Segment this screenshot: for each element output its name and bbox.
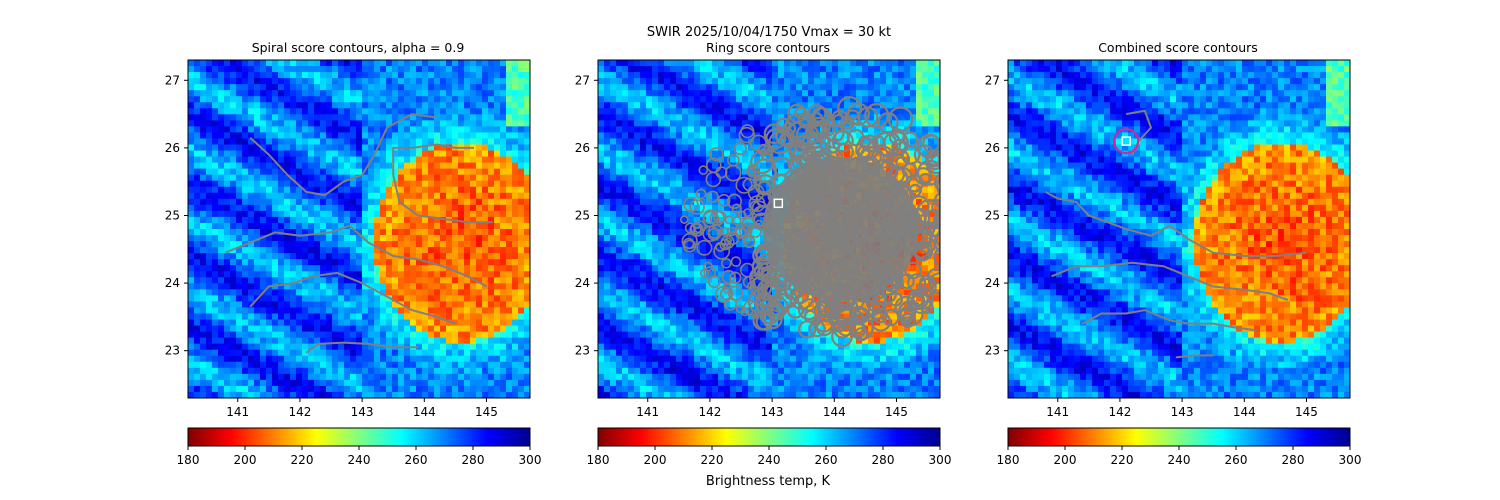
- y-tick-label-spiral: 27: [165, 73, 180, 87]
- colorbar-tick-label-ring: 260: [815, 453, 838, 467]
- contour-combined-3: [1082, 309, 1257, 332]
- y-tick-label-spiral: 25: [165, 208, 180, 222]
- colorbar-tick-label-ring: 280: [872, 453, 895, 467]
- y-tick-label-ring: 24: [575, 276, 590, 290]
- colorbar-tick-label-combined: 180: [997, 453, 1020, 467]
- x-tick-label-ring: 142: [698, 405, 721, 419]
- colorbar-tick-label-spiral: 280: [462, 453, 485, 467]
- x-tick-label-combined: 141: [1046, 405, 1069, 419]
- y-tick-label-combined: 24: [985, 276, 1000, 290]
- center-circle-combined: [1113, 128, 1140, 155]
- center-marker-ring: [773, 198, 784, 209]
- contour-combined-1: [1044, 190, 1307, 257]
- colorbar-tick-label-combined: 260: [1225, 453, 1248, 467]
- colorbar-tick-label-spiral: 300: [519, 453, 542, 467]
- heatmap-image-ring: [598, 60, 940, 398]
- colorbar-tick-label-ring: 220: [701, 453, 724, 467]
- colorbar-tick-label-ring: 180: [587, 453, 610, 467]
- x-tick-label-combined: 145: [1295, 405, 1318, 419]
- y-tick-label-spiral: 24: [165, 276, 180, 290]
- colorbar-tick-label-spiral: 180: [177, 453, 200, 467]
- colorbar-tick-label-combined: 280: [1282, 453, 1305, 467]
- colorbar-spiral: [187, 427, 531, 447]
- colorbar-tick-label-combined: 240: [1168, 453, 1191, 467]
- suptitle: SWIR 2025/10/04/1750 Vmax = 30 kt: [647, 25, 891, 40]
- x-tick-label-combined: 142: [1108, 405, 1131, 419]
- panel-title-ring: Ring score contours: [706, 40, 830, 55]
- x-tick-label-spiral: 144: [413, 405, 436, 419]
- x-tick-label-combined: 144: [1233, 405, 1256, 419]
- contour-spiral-2: [392, 174, 493, 224]
- colorbar-tick-label-spiral: 260: [405, 453, 428, 467]
- panel-title-spiral: Spiral score contours, alpha = 0.9: [252, 40, 465, 55]
- contour-spiral-0: [249, 113, 437, 197]
- colorbar-tick-label-spiral: 240: [348, 453, 371, 467]
- colorbar-ring: [597, 427, 941, 447]
- y-tick-label-ring: 27: [575, 73, 590, 87]
- x-tick-label-spiral: 141: [226, 405, 249, 419]
- center-marker-combined: [1121, 136, 1131, 146]
- y-tick-label-ring: 26: [575, 141, 590, 155]
- colorbar-tick-label-ring: 200: [644, 453, 667, 467]
- colorbar-tick-label-combined: 200: [1054, 453, 1077, 467]
- contour-spiral-4: [249, 271, 456, 325]
- panel-spiral: Spiral score contours, alpha = 0.9 141 14…: [165, 40, 542, 467]
- x-tick-label-spiral: 142: [288, 405, 311, 419]
- y-tick-label-ring: 25: [575, 208, 590, 222]
- x-tick-label-spiral: 143: [351, 405, 374, 419]
- axes-frame-spiral: [187, 59, 531, 399]
- colorbar-tick-label-combined: 300: [1339, 453, 1362, 467]
- contour-combined-4: [1175, 354, 1214, 359]
- axes-frame-ring: [597, 59, 941, 399]
- x-tick-label-spiral: 145: [475, 405, 498, 419]
- x-tick-label-ring: 145: [885, 405, 908, 419]
- x-tick-label-ring: 144: [823, 405, 846, 419]
- colorbar-tick-label-spiral: 200: [234, 453, 257, 467]
- contour-combined-2: [1051, 261, 1289, 301]
- colorbar-tick-label-ring: 240: [758, 453, 781, 467]
- panel-ring: Ring score contours 141 142 143 144 145 23 24 2…: [575, 40, 952, 467]
- contour-spiral-3: [224, 224, 487, 288]
- y-tick-label-combined: 23: [985, 344, 1000, 358]
- heatmap-image-spiral: [188, 60, 530, 398]
- axes-frame-combined: [1007, 59, 1351, 399]
- y-tick-label-spiral: 23: [165, 344, 180, 358]
- y-tick-label-combined: 25: [985, 208, 1000, 222]
- x-tick-label-ring: 141: [636, 405, 659, 419]
- y-tick-label-spiral: 26: [165, 141, 180, 155]
- ring-contour-region: [679, 96, 940, 348]
- colorbar-tick-label-spiral: 220: [291, 453, 314, 467]
- contour-spiral-5: [305, 341, 419, 354]
- heatmap-image-combined: [1008, 60, 1350, 398]
- colorbar-tick-label-combined: 220: [1111, 453, 1134, 467]
- x-tick-label-ring: 143: [761, 405, 784, 419]
- panel-title-combined: Combined score contours: [1098, 40, 1258, 55]
- colorbar-label: Brightness temp, K: [706, 474, 831, 489]
- y-tick-label-combined: 26: [985, 141, 1000, 155]
- y-tick-label-combined: 27: [985, 73, 1000, 87]
- contour-spiral-1: [392, 143, 474, 175]
- y-tick-label-ring: 23: [575, 344, 590, 358]
- colorbar-combined: [1007, 427, 1351, 447]
- colorbar-tick-label-ring: 300: [929, 453, 952, 467]
- panel-combined: Combined score contours 141 142 143 144 145 2…: [985, 40, 1362, 467]
- x-tick-label-combined: 143: [1171, 405, 1194, 419]
